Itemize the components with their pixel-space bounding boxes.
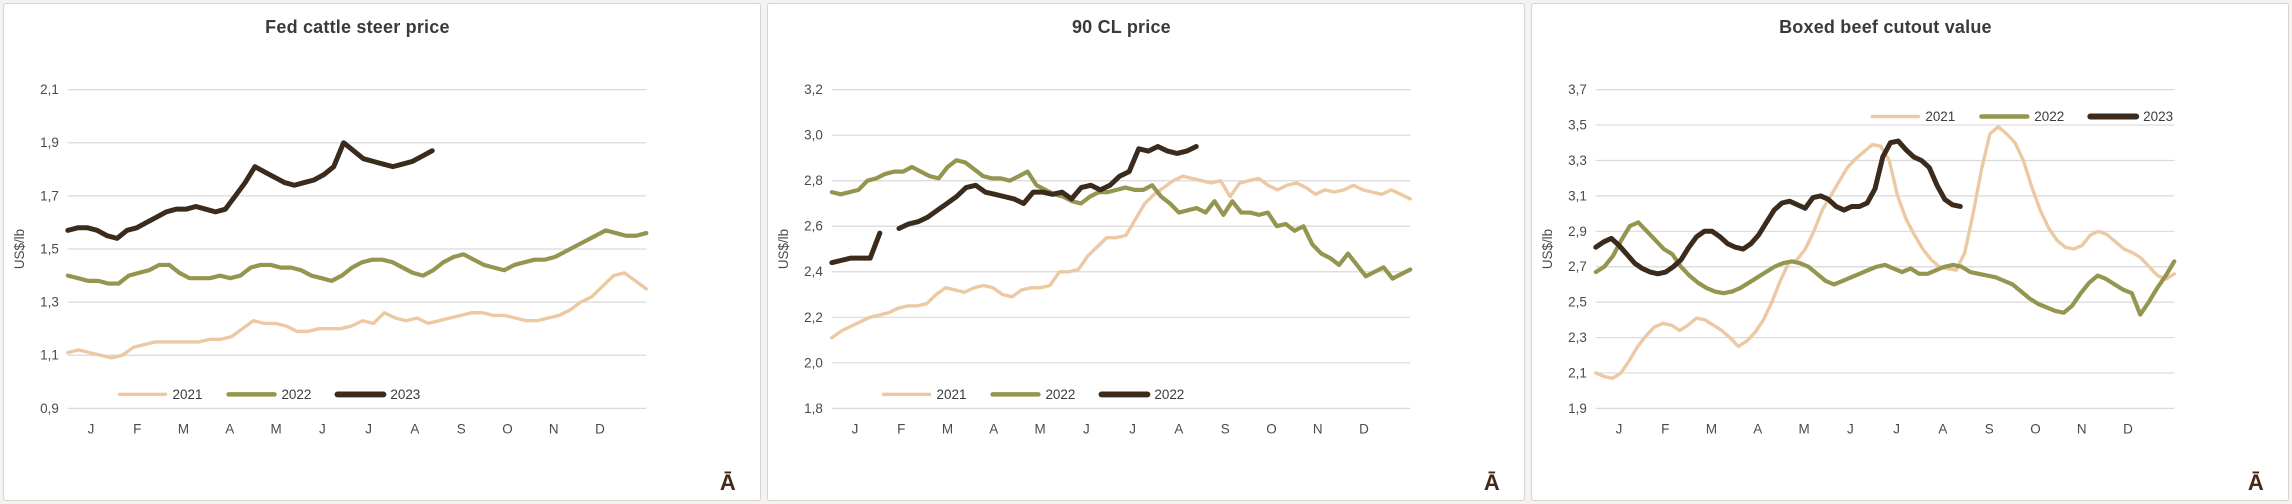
svg-text:N: N xyxy=(1313,421,1323,436)
svg-text:1,5: 1,5 xyxy=(40,242,59,257)
svg-text:US$/lb: US$/lb xyxy=(776,229,791,269)
footnote-mark: Ā xyxy=(719,470,736,495)
chart-panel-fed-cattle-steer-price: 2,1 1,9 1,7 1,5 1,3 1,1 0,9 US$/lb J F M A M J J A S O N D 2… xyxy=(3,3,761,501)
svg-text:2,3: 2,3 xyxy=(1568,330,1587,345)
svg-text:J: J xyxy=(1616,421,1623,436)
svg-text:2,4: 2,4 xyxy=(804,264,823,279)
svg-text:2,8: 2,8 xyxy=(804,173,823,188)
svg-text:N: N xyxy=(549,421,559,436)
svg-text:D: D xyxy=(2123,421,2133,436)
svg-text:S: S xyxy=(1221,421,1230,436)
svg-text:M: M xyxy=(178,421,189,436)
svg-text:J: J xyxy=(1847,421,1854,436)
svg-text:2,0: 2,0 xyxy=(804,355,823,370)
svg-text:2022: 2022 xyxy=(281,387,311,402)
svg-text:A: A xyxy=(989,421,998,436)
svg-text:O: O xyxy=(2030,421,2040,436)
chart-panel-90-cl-price: 3,2 3,0 2,8 2,6 2,4 2,2 2,0 1,8 US$/lb J F M A M J J A S O… xyxy=(767,3,1525,501)
chart-canvas: 3,7 3,5 3,3 3,1 2,9 2,7 2,5 2,3 2,1 1,9 US$/lb J F M A… xyxy=(1540,82,2177,436)
footnote-mark: Ā xyxy=(1483,470,1500,495)
svg-text:J: J xyxy=(1129,421,1136,436)
svg-text:J: J xyxy=(319,421,326,436)
svg-text:1,1: 1,1 xyxy=(40,348,59,363)
svg-text:2021: 2021 xyxy=(937,387,967,402)
svg-text:J: J xyxy=(1893,421,1900,436)
svg-text:N: N xyxy=(2077,421,2087,436)
svg-text:2,1: 2,1 xyxy=(40,82,59,97)
svg-text:O: O xyxy=(1266,421,1276,436)
svg-text:2021: 2021 xyxy=(1925,109,1955,124)
svg-text:A: A xyxy=(1938,421,1947,436)
svg-text:S: S xyxy=(457,421,466,436)
svg-text:2,5: 2,5 xyxy=(1568,295,1587,310)
svg-text:S: S xyxy=(1985,421,1994,436)
svg-text:2,7: 2,7 xyxy=(1568,259,1587,274)
chart-canvas: 3,2 3,0 2,8 2,6 2,4 2,2 2,0 1,8 US$/lb J F M A M J J A S O… xyxy=(776,82,1413,436)
svg-text:2023: 2023 xyxy=(2143,109,2173,124)
svg-text:F: F xyxy=(1661,421,1669,436)
svg-text:J: J xyxy=(852,421,859,436)
svg-text:D: D xyxy=(1359,421,1369,436)
svg-text:1,3: 1,3 xyxy=(40,295,59,310)
svg-text:2023: 2023 xyxy=(390,387,420,402)
svg-text:1,8: 1,8 xyxy=(804,401,823,416)
svg-text:0,9: 0,9 xyxy=(40,401,59,416)
svg-text:J: J xyxy=(88,421,95,436)
chart-canvas: 2,1 1,9 1,7 1,5 1,3 1,1 0,9 US$/lb J F M A M J J A S O N D 2… xyxy=(12,82,649,436)
svg-text:M: M xyxy=(1706,421,1717,436)
svg-text:3,2: 3,2 xyxy=(804,82,823,97)
svg-text:F: F xyxy=(133,421,141,436)
svg-text:1,9: 1,9 xyxy=(1568,401,1587,416)
chart-panel-boxed-beef-cutout-value: 3,7 3,5 3,3 3,1 2,9 2,7 2,5 2,3 2,1 1,9 US$/lb J F M A… xyxy=(1531,3,2289,501)
svg-text:D: D xyxy=(595,421,605,436)
svg-text:J: J xyxy=(1083,421,1090,436)
svg-text:M: M xyxy=(942,421,953,436)
svg-text:F: F xyxy=(897,421,905,436)
svg-text:2022: 2022 xyxy=(1045,387,1075,402)
svg-text:3,5: 3,5 xyxy=(1568,118,1587,133)
svg-text:A: A xyxy=(410,421,419,436)
svg-text:2,6: 2,6 xyxy=(804,219,823,234)
svg-text:3,1: 3,1 xyxy=(1568,188,1587,203)
svg-text:2022: 2022 xyxy=(2034,109,2064,124)
svg-text:2,9: 2,9 xyxy=(1568,224,1587,239)
svg-text:2021: 2021 xyxy=(173,387,203,402)
svg-text:A: A xyxy=(1174,421,1183,436)
svg-text:US$/lb: US$/lb xyxy=(12,229,27,269)
svg-text:J: J xyxy=(365,421,372,436)
svg-text:3,0: 3,0 xyxy=(804,128,823,143)
svg-text:A: A xyxy=(1753,421,1762,436)
svg-text:2,1: 2,1 xyxy=(1568,365,1587,380)
svg-text:M: M xyxy=(1034,421,1045,436)
svg-text:3,3: 3,3 xyxy=(1568,153,1587,168)
svg-text:A: A xyxy=(225,421,234,436)
svg-text:US$/lb: US$/lb xyxy=(1540,229,1555,269)
svg-text:M: M xyxy=(1798,421,1809,436)
svg-text:O: O xyxy=(502,421,512,436)
svg-text:1,9: 1,9 xyxy=(40,135,59,150)
svg-text:2,2: 2,2 xyxy=(804,310,823,325)
svg-text:3,7: 3,7 xyxy=(1568,82,1587,97)
svg-text:M: M xyxy=(270,421,281,436)
svg-text:2022: 2022 xyxy=(1154,387,1184,402)
svg-text:1,7: 1,7 xyxy=(40,188,59,203)
footnote-mark: Ā xyxy=(2247,470,2264,495)
